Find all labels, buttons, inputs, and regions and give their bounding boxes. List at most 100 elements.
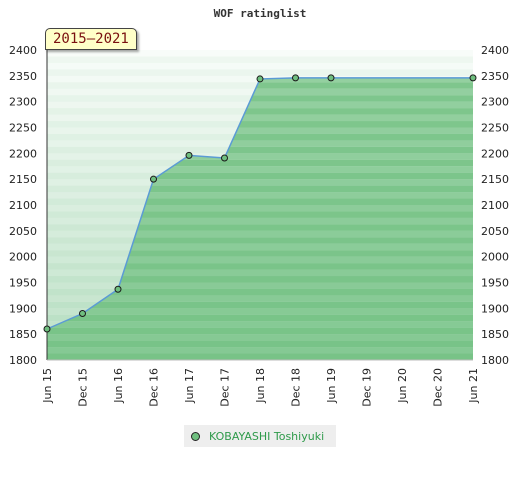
area-band (47, 237, 473, 244)
background-band (47, 50, 473, 57)
area-band (47, 198, 473, 205)
area-band (47, 95, 473, 102)
y-tick-label-left: 2300 (9, 96, 37, 109)
y-tick-label-left: 2350 (9, 70, 37, 83)
y-tick-label-right: 1800 (481, 354, 509, 367)
area-band (47, 192, 473, 199)
x-tick-label: Jun 16 (112, 368, 125, 404)
period-label: 2015–2021 (45, 28, 137, 50)
y-tick-label-right: 2200 (481, 147, 509, 160)
area-band (47, 295, 473, 302)
y-tick-label-left: 1800 (9, 354, 37, 367)
area-band (47, 88, 473, 96)
area-band (47, 133, 473, 141)
x-tick-label: Jun 21 (467, 368, 480, 404)
x-axis: Jun 15 Dec 15 Jun 16 Dec 16 Jun 17 Dec 17 Jun … (41, 368, 480, 407)
y-tick-label-left: 2400 (9, 44, 37, 57)
x-tick-label: Jun 20 (396, 368, 409, 404)
data-point[interactable] (114, 285, 122, 293)
area-band (47, 217, 473, 225)
y-tick-label-left: 2100 (9, 199, 37, 212)
area-band (47, 269, 473, 277)
data-point[interactable] (292, 74, 299, 82)
area-band (47, 121, 473, 128)
x-tick-label: Jun 19 (325, 368, 338, 404)
area-band (47, 334, 473, 341)
area-band (47, 185, 473, 193)
data-point[interactable] (185, 151, 193, 159)
area-band (47, 108, 473, 115)
y-tick-label-right: 2050 (481, 225, 509, 238)
x-tick-label: Dec 15 (77, 368, 90, 407)
background-band (47, 69, 473, 76)
area-band (47, 256, 473, 264)
data-point[interactable] (43, 325, 51, 333)
y-tick-label-left: 1900 (9, 302, 37, 315)
y-tick-label-left: 1950 (9, 277, 37, 290)
y-tick-label-right: 2300 (481, 96, 509, 109)
background-band (47, 56, 473, 63)
area-band (47, 146, 473, 154)
x-tick-label: Dec 18 (290, 368, 303, 407)
x-tick-label: Jun 17 (183, 368, 196, 404)
area-band (47, 153, 473, 160)
area-band (47, 101, 473, 109)
background-band (47, 62, 473, 70)
area-band (47, 308, 473, 315)
area-band (47, 288, 473, 296)
x-tick-label: Dec 20 (432, 368, 445, 407)
y-tick-label-left: 1850 (9, 328, 37, 341)
area-band (47, 230, 473, 238)
y-tick-label-right: 2100 (481, 199, 509, 212)
x-tick-label: Dec 17 (219, 368, 232, 407)
axes (46, 50, 473, 361)
data-point[interactable] (150, 175, 157, 183)
data-point[interactable] (221, 154, 228, 162)
data-points (43, 74, 477, 333)
chart-title: WOF ratinglist (214, 7, 307, 20)
legend[interactable]: KOBAYASHI Toshiyuki (184, 425, 336, 447)
area-band (47, 179, 473, 186)
legend-label: KOBAYASHI Toshiyuki (209, 429, 325, 443)
area-band (47, 140, 473, 147)
area-band (47, 353, 473, 360)
y-tick-label-right: 1900 (481, 302, 509, 315)
data-point[interactable] (79, 310, 86, 317)
y-tick-label-left: 2250 (9, 122, 37, 135)
area-band (47, 172, 473, 180)
data-point[interactable] (327, 74, 335, 82)
y-tick-label-right: 2350 (481, 70, 509, 83)
data-point[interactable] (469, 74, 477, 82)
area-band (47, 205, 473, 212)
area-band (47, 127, 473, 134)
area-band (47, 347, 473, 354)
area-band (47, 314, 473, 322)
area-band (47, 263, 473, 270)
area-band (47, 114, 473, 122)
x-tick-label: Jun 15 (41, 368, 54, 404)
y-tick-label-left: 2050 (9, 225, 37, 238)
area-band (47, 301, 473, 309)
y-tick-label-right: 2000 (481, 251, 509, 264)
y-tick-label-left: 2200 (9, 147, 37, 160)
area-band (47, 250, 473, 257)
area-band (47, 321, 473, 328)
y-tick-label-right: 2250 (481, 122, 509, 135)
y-tick-label-right: 1950 (481, 277, 509, 290)
legend-marker-icon (191, 431, 200, 441)
y-axis-left: 1800 1850 1900 1950 2000 2050 2100 2150 2200 2250… (9, 44, 37, 367)
area-band (47, 82, 473, 89)
area-band (47, 243, 473, 251)
area-band (47, 159, 473, 167)
y-tick-label-right: 2150 (481, 173, 509, 186)
data-point[interactable] (256, 75, 264, 83)
y-tick-label-left: 2000 (9, 251, 37, 264)
x-tick-label: Dec 19 (361, 368, 374, 407)
x-tick-label: Jun 18 (254, 368, 267, 404)
area-band (47, 276, 473, 283)
y-tick-label-left: 2150 (9, 173, 37, 186)
x-tick-label: Dec 16 (148, 368, 161, 407)
area-band (47, 224, 473, 231)
area-band (47, 282, 473, 289)
